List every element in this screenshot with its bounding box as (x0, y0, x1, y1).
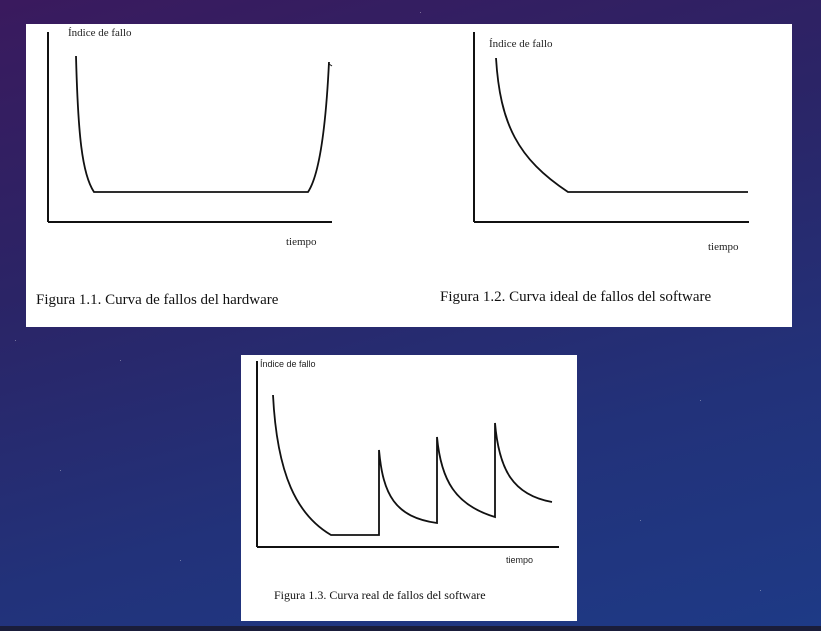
fig3-caption: Figura 1.3. Curva real de fallos del sof… (274, 588, 486, 602)
fig1-x-label: tiempo (286, 236, 317, 248)
figure-1-3-real-software-curve (256, 361, 559, 548)
fig2-x-label: tiempo (708, 241, 739, 253)
figure-1-2-ideal-software-curve (473, 32, 749, 223)
fig1-bathtub-curve (75, 55, 330, 193)
bottom-figure-panel: Índice de fallo tiempo Figura 1.3. Curva… (241, 355, 577, 621)
fig2-caption: Figura 1.2. Curva ideal de fallos del so… (440, 289, 712, 305)
fig1-y-label: Índice de fallo (68, 27, 132, 39)
fig2-ideal-curve (495, 57, 748, 193)
top-figure-panel: Índice de fallo tiempo Figura 1.1. Curva… (26, 24, 792, 327)
fig3-real-curve (272, 394, 553, 536)
fig3-y-label: Índice de fallo (260, 359, 316, 369)
fig3-x-label: tiempo (506, 555, 534, 565)
fig1-caption: Figura 1.1. Curva de fallos del hardware (36, 292, 279, 308)
figure-1-1-hardware-curve (47, 32, 333, 223)
slide-bottom-bar (0, 626, 821, 631)
fig2-y-label: Índice de fallo (489, 38, 553, 50)
